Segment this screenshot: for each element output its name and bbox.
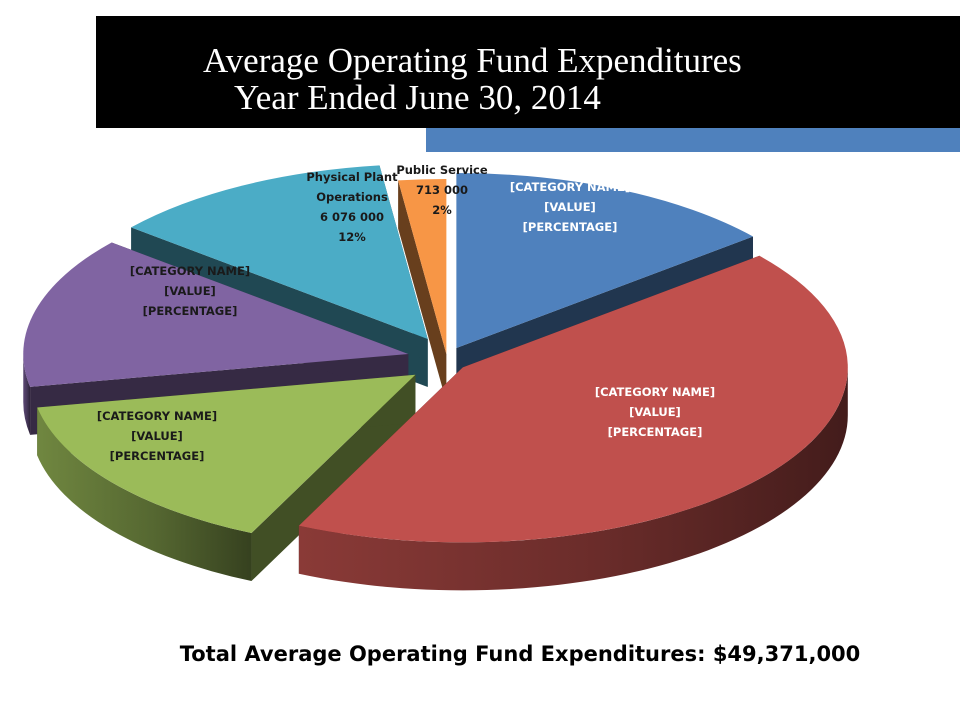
chart-title-line-1: Average Operating Fund Expenditures bbox=[203, 41, 742, 80]
pie-label-orange: Public Service 713 000 2% bbox=[396, 163, 488, 217]
pie-slice-purple-rim bbox=[23, 354, 31, 435]
pie-label-red-line-1: [CATEGORY NAME] bbox=[595, 385, 715, 399]
pie-label-red: [CATEGORY NAME] [VALUE] [PERCENTAGE] bbox=[595, 385, 715, 439]
pie-slice-red-rim bbox=[298, 367, 848, 591]
pie-label-red-line-2: [VALUE] bbox=[629, 405, 681, 419]
pie-slice-red-top bbox=[298, 255, 848, 543]
pie-label-orange-line-2: 713 000 bbox=[416, 183, 468, 197]
pie-slice-green-side-start bbox=[251, 374, 416, 582]
pie-label-purple: [CATEGORY NAME] [VALUE] [PERCENTAGE] bbox=[130, 264, 250, 318]
pie-label-blue: [CATEGORY NAME] [VALUE] [PERCENTAGE] bbox=[510, 180, 630, 234]
pie-label-green-line-1: [CATEGORY NAME] bbox=[97, 409, 217, 423]
pie-slice-orange-side-start bbox=[398, 180, 447, 403]
pie-slice-teal-top bbox=[131, 165, 428, 339]
accent-strip bbox=[426, 128, 960, 152]
pie-label-teal-line-1: Physical Plant bbox=[306, 170, 398, 184]
pie-label-purple-line-3: [PERCENTAGE] bbox=[143, 304, 238, 318]
total-expenditures: Total Average Operating Fund Expenditure… bbox=[179, 642, 861, 666]
pie-slice-orange-top bbox=[398, 179, 447, 355]
pie-slice-blue-top bbox=[456, 173, 754, 349]
pie-label-green-line-3: [PERCENTAGE] bbox=[110, 449, 205, 463]
pie-label-blue-line-2: [VALUE] bbox=[544, 200, 596, 214]
pie-label-teal-line-3: 6 076 000 bbox=[320, 210, 384, 224]
pie-label-teal-line-2: Operations bbox=[316, 190, 388, 204]
title-bar bbox=[96, 16, 960, 128]
pie-label-orange-line-3: 2% bbox=[432, 203, 452, 217]
pie-label-green: [CATEGORY NAME] [VALUE] [PERCENTAGE] bbox=[97, 409, 217, 463]
pie-label-teal: Physical Plant Operations 6 076 000 12% bbox=[306, 170, 398, 244]
pie-slice-orange bbox=[398, 179, 447, 403]
pie-slice-green-rim bbox=[37, 407, 252, 582]
pie-slice-green bbox=[37, 374, 416, 582]
pie-slice-purple-top bbox=[23, 242, 409, 387]
pie-label-teal-line-4: 12% bbox=[338, 230, 366, 244]
pie-label-purple-line-2: [VALUE] bbox=[164, 284, 216, 298]
pie-label-orange-line-1: Public Service bbox=[396, 163, 488, 177]
pie-label-green-line-2: [VALUE] bbox=[131, 429, 183, 443]
chart-title-line-2: Year Ended June 30, 2014 bbox=[234, 78, 601, 117]
pie-label-purple-line-1: [CATEGORY NAME] bbox=[130, 264, 250, 278]
pie-slice-red bbox=[298, 255, 848, 591]
pie-label-blue-line-1: [CATEGORY NAME] bbox=[510, 180, 630, 194]
pie-label-blue-line-3: [PERCENTAGE] bbox=[523, 220, 618, 234]
pie-label-red-line-3: [PERCENTAGE] bbox=[608, 425, 703, 439]
pie-slice-green-top bbox=[37, 374, 416, 534]
